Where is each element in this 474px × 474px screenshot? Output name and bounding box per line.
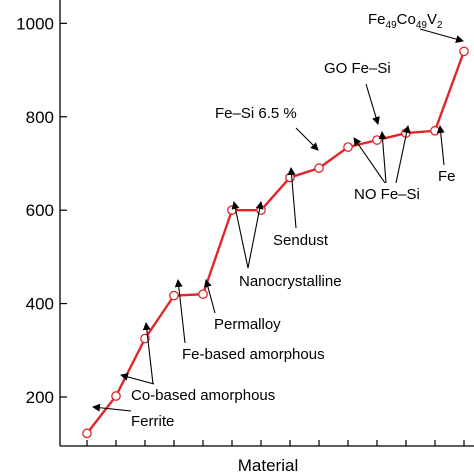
fecov-sub2: 49 — [416, 20, 428, 31]
arrow-no-fesi-1 — [353, 137, 386, 184]
data-point — [169, 290, 179, 301]
data-point — [198, 289, 208, 300]
series-line — [86, 50, 466, 435]
arrow-fe-amorphous — [174, 279, 186, 344]
arrow-nano-1 — [231, 201, 249, 269]
arrow-permalloy — [203, 279, 216, 314]
fecov-co: Co — [397, 11, 416, 28]
label-fesi65: Fe–Si 6.5 % — [215, 105, 297, 122]
y-tick-label: 800 — [26, 108, 54, 127]
arrow-go-fesi — [365, 83, 380, 125]
y-tick-label: 200 — [26, 388, 54, 407]
data-point — [343, 142, 353, 152]
fecov-v: V — [427, 11, 437, 28]
arrow-no-fesi-2 — [378, 131, 387, 184]
label-no-fesi: NO Fe–Si — [354, 186, 420, 203]
label-fecov: Fe49Co49V2 — [368, 11, 443, 31]
data-point — [314, 163, 324, 173]
fecov-sub3: 2 — [437, 20, 443, 31]
label-permalloy: Permalloy — [214, 316, 281, 333]
data-points — [82, 46, 469, 439]
arrow-fesi65 — [295, 127, 319, 151]
y-tick-label: 1000 — [16, 14, 54, 33]
label-fe: Fe — [438, 168, 456, 185]
arrow-no-fesi-3 — [395, 125, 411, 184]
data-point — [256, 205, 266, 216]
label-sendust: Sendust — [273, 232, 329, 249]
data-point — [430, 125, 440, 136]
data-point — [285, 172, 295, 183]
y-tick-label: 400 — [26, 295, 54, 314]
label-ferrite: Ferrite — [131, 413, 174, 430]
label-go-fesi: GO Fe–Si — [324, 60, 391, 77]
fecov-fe: Fe — [368, 11, 386, 28]
arrow-co-amorphous-2 — [142, 322, 154, 385]
label-co-amorphous: Co-based amorphous — [131, 387, 275, 404]
arrow-co-amorphous-1 — [120, 372, 155, 385]
data-point — [459, 46, 469, 57]
data-point — [111, 391, 121, 401]
arrow-fe — [436, 125, 445, 166]
fecov-sub1: 49 — [386, 20, 398, 31]
arrow-sendust — [287, 167, 297, 229]
label-fe-amorphous: Fe-based amorphous — [182, 346, 325, 363]
label-nanocrystalline: Nanocrystalline — [239, 273, 342, 290]
data-point — [372, 135, 382, 145]
arrow-nano-2 — [247, 201, 264, 269]
y-ticks: 200 400 600 800 1000 — [16, 14, 67, 407]
y-tick-label: 600 — [26, 201, 54, 220]
data-point — [82, 428, 92, 439]
x-axis-label: Material — [238, 456, 298, 474]
x-ticks — [86, 440, 465, 446]
arrow-ferrite — [92, 403, 132, 412]
annotation-arrows — [92, 28, 464, 412]
arrow-fecov — [419, 28, 464, 43]
